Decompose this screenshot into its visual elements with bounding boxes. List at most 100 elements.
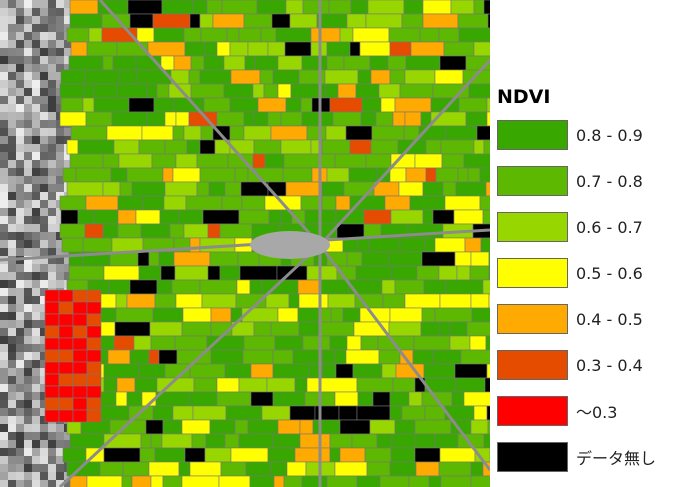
parcel xyxy=(205,448,231,462)
terrain-pixel xyxy=(56,16,64,24)
parcel xyxy=(179,462,190,476)
terrain-pixel xyxy=(8,456,16,464)
parcel xyxy=(423,14,458,28)
terrain-pixel xyxy=(24,328,32,336)
parcel xyxy=(146,420,163,434)
terrain-pixel xyxy=(32,80,40,88)
parcel xyxy=(307,378,320,392)
terrain-pixel xyxy=(24,0,32,8)
parcel xyxy=(244,14,272,28)
parcel xyxy=(474,406,487,420)
terrain-pixel xyxy=(32,264,40,272)
parcel xyxy=(471,294,489,308)
parcel xyxy=(238,252,259,266)
parcel xyxy=(242,196,265,210)
terrain-pixel xyxy=(40,88,48,96)
parcel xyxy=(185,448,205,462)
terrain-pixel xyxy=(0,408,8,416)
terrain-pixel xyxy=(40,112,48,120)
terrain-pixel xyxy=(24,352,32,360)
parcel xyxy=(435,238,465,252)
parcel xyxy=(289,294,299,308)
terrain-pixel xyxy=(8,152,16,160)
terrain-pixel xyxy=(8,352,16,360)
parcel xyxy=(487,98,490,112)
terrain-pixel xyxy=(48,40,56,48)
terrain-pixel xyxy=(48,432,56,440)
parcel xyxy=(349,168,377,182)
terrain-pixel xyxy=(24,80,32,88)
parcel xyxy=(356,84,379,98)
terrain-pixel xyxy=(24,408,32,416)
parcel xyxy=(147,84,157,98)
terrain-pixel xyxy=(16,184,24,192)
terrain-pixel xyxy=(16,304,24,312)
terrain-pixel xyxy=(0,416,8,424)
parcel xyxy=(295,378,307,392)
terrain-pixel xyxy=(0,352,8,360)
terrain-pixel xyxy=(16,224,24,232)
parcel xyxy=(73,374,87,386)
parcel xyxy=(254,112,268,126)
parcel xyxy=(182,420,210,434)
parcel xyxy=(487,112,490,126)
parcel xyxy=(163,476,182,487)
terrain-pixel xyxy=(0,304,8,312)
terrain-pixel xyxy=(8,200,16,208)
parcel xyxy=(444,42,474,56)
legend-swatch xyxy=(497,304,568,334)
terrain-pixel xyxy=(0,200,8,208)
parcel xyxy=(433,210,454,224)
legend-swatch xyxy=(497,258,568,288)
parcel xyxy=(269,210,281,224)
parcel xyxy=(480,168,490,182)
parcel xyxy=(225,434,239,448)
terrain-pixel xyxy=(48,72,56,80)
parcel xyxy=(202,294,236,308)
parcel xyxy=(480,196,490,210)
parcel xyxy=(421,322,440,336)
parcel xyxy=(45,362,59,374)
parcel xyxy=(273,364,309,378)
parcel xyxy=(112,238,143,252)
parcel xyxy=(435,434,458,448)
terrain-pixel xyxy=(40,32,48,40)
parcel xyxy=(87,314,101,326)
terrain-pixel xyxy=(56,40,64,48)
parcel xyxy=(390,70,405,84)
parcel xyxy=(184,126,201,140)
terrain-pixel xyxy=(24,64,32,72)
parcel xyxy=(59,326,73,338)
parcel xyxy=(264,84,278,98)
parcel xyxy=(350,42,360,56)
parcel xyxy=(260,70,273,84)
parcel xyxy=(267,378,295,392)
parcel xyxy=(400,238,425,252)
parcel xyxy=(464,154,490,168)
parcel xyxy=(379,84,400,98)
parcel xyxy=(393,378,415,392)
terrain-pixel xyxy=(48,456,56,464)
terrain-pixel xyxy=(32,304,40,312)
parcel xyxy=(118,210,136,224)
parcel xyxy=(59,350,73,362)
parcel xyxy=(390,462,416,476)
parcel xyxy=(429,476,441,487)
parcel xyxy=(395,280,424,294)
parcel xyxy=(149,350,159,364)
parcel xyxy=(390,168,406,182)
parcel xyxy=(483,210,490,224)
parcel xyxy=(239,28,261,42)
terrain-pixel xyxy=(32,472,40,480)
terrain-pixel xyxy=(48,464,56,472)
parcel xyxy=(485,378,490,392)
parcel xyxy=(471,462,483,476)
parcel xyxy=(240,266,277,280)
parcel xyxy=(409,476,429,487)
parcel xyxy=(87,362,101,374)
parcel xyxy=(104,448,140,462)
parcel xyxy=(60,84,84,98)
parcel xyxy=(290,14,317,28)
parcel xyxy=(488,420,490,434)
town xyxy=(250,231,330,259)
